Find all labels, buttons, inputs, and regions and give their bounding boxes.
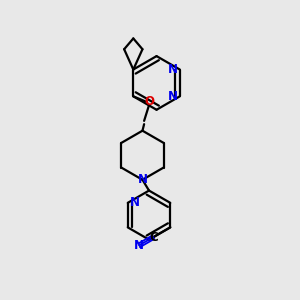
Text: N: N [130, 196, 140, 209]
Text: N: N [168, 90, 178, 103]
Text: C: C [149, 231, 158, 244]
Text: N: N [137, 173, 148, 186]
Text: O: O [144, 95, 154, 108]
Text: N: N [168, 63, 178, 76]
Text: N: N [134, 239, 144, 252]
